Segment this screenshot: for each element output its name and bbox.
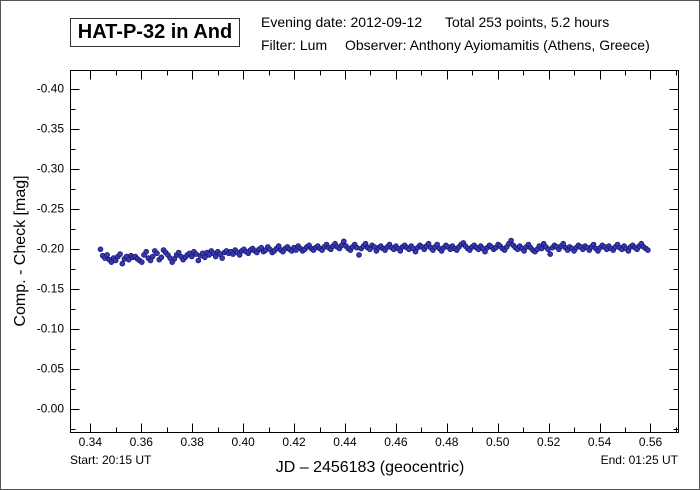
- observer: Observer: Anthony Ayiomamitis (Athens, G…: [345, 37, 650, 53]
- data-point: [154, 250, 160, 257]
- data-point: [645, 247, 651, 253]
- data-point: [189, 253, 195, 260]
- x-axis-label: JD – 2456183 (geocentric): [276, 459, 465, 476]
- total-points: Total 253 points, 5.2 hours: [445, 14, 610, 30]
- data-point: [149, 253, 156, 260]
- axis-ticks: 0.34 0.36 0.38 0.40 0.42 0.44 0.46 0.48 0.50 0.52…: [37, 70, 679, 449]
- data-point: [356, 252, 362, 258]
- x-tick-label: 0.34: [79, 435, 103, 449]
- data-point: [119, 260, 126, 267]
- x-tick-label: 0.50: [486, 435, 510, 449]
- x-tick-label: 0.38: [181, 435, 205, 449]
- y-tick-label: -0.20: [37, 242, 65, 256]
- x-tick-label: 0.46: [384, 435, 408, 449]
- y-tick-label: -0.10: [37, 322, 65, 336]
- data-point: [212, 253, 219, 260]
- y-tick-label: -0.25: [37, 202, 65, 216]
- data-point: [143, 248, 150, 255]
- data-point: [508, 237, 514, 244]
- data-point: [219, 255, 226, 261]
- plot-area: [70, 70, 679, 433]
- data-point: [139, 259, 145, 265]
- chart-title: HAT-P-32 in And: [70, 18, 240, 47]
- y-tick-label: -0.35: [37, 122, 65, 136]
- data-point: [202, 254, 208, 261]
- x-tick-label: 0.56: [639, 435, 663, 449]
- x-tick-label: 0.42: [282, 435, 306, 449]
- start-time: Start: 20:15 UT: [70, 453, 152, 467]
- x-tick-label: 0.52: [537, 435, 561, 449]
- data-point: [117, 251, 123, 257]
- y-tick-label: -0.15: [37, 282, 65, 296]
- x-tick-label: 0.40: [231, 435, 255, 449]
- data-point: [340, 238, 347, 245]
- y-axis-label: Comp. - Check [mag]: [12, 175, 29, 326]
- x-tick-label: 0.54: [588, 435, 612, 449]
- y-tick-label: -0.30: [37, 162, 65, 176]
- data-point: [158, 254, 165, 261]
- evening-date: Evening date: 2012-09-12: [261, 14, 423, 30]
- x-tick-label: 0.44: [333, 435, 357, 449]
- data-points: [97, 237, 651, 267]
- data-point: [97, 246, 104, 253]
- x-tick-label: 0.36: [130, 435, 154, 449]
- end-time: End: 01:25 UT: [601, 453, 679, 467]
- y-tick-label: -0.40: [37, 82, 65, 96]
- data-point: [195, 257, 202, 264]
- y-tick-label: -0.05: [37, 362, 65, 376]
- filter: Filter: Lum: [261, 37, 328, 53]
- data-point: [104, 252, 110, 258]
- y-tick-label: -0.00: [37, 402, 65, 416]
- x-tick-label: 0.48: [435, 435, 459, 449]
- data-point: [547, 251, 553, 257]
